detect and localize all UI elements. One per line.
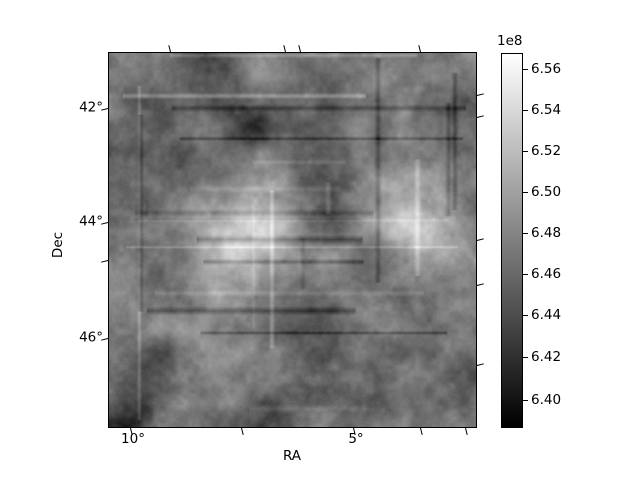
colorbar-ticklabel: 6.54 bbox=[531, 102, 562, 118]
colorbar-tick bbox=[523, 69, 528, 71]
colorbar-ticklabel: 6.52 bbox=[531, 143, 562, 159]
colorbar-ticklabel: 6.50 bbox=[531, 184, 562, 200]
y-tick-right bbox=[476, 283, 484, 287]
sky-heatmap-image bbox=[109, 53, 476, 427]
y-tick-right bbox=[476, 93, 484, 97]
colorbar-tick bbox=[523, 151, 528, 153]
colorbar-ticklabel: 6.40 bbox=[531, 392, 562, 408]
sky-image-axes[interactable] bbox=[108, 52, 477, 428]
colorbar-tick bbox=[523, 274, 528, 276]
colorbar-tick bbox=[523, 110, 528, 112]
colorbar[interactable] bbox=[501, 53, 523, 428]
colorbar-ticklabel: 6.42 bbox=[531, 349, 562, 365]
x-tick-top bbox=[298, 45, 302, 53]
y-tick-right bbox=[476, 238, 484, 242]
x-ticklabel-10deg: 10° bbox=[121, 431, 145, 447]
colorbar-tick bbox=[523, 400, 528, 402]
x-axis-title: RA bbox=[282, 448, 302, 464]
colorbar-tick bbox=[523, 357, 528, 359]
colorbar-tick bbox=[523, 233, 528, 235]
x-tick-top bbox=[168, 45, 172, 53]
colorbar-tick bbox=[523, 315, 528, 317]
x-ticklabel-5deg: 5° bbox=[348, 431, 364, 447]
y-ticklabel-42deg: 42° bbox=[79, 99, 103, 116]
y-tick-right bbox=[476, 363, 484, 367]
y-ticklabel-44deg: 44° bbox=[79, 213, 103, 230]
y-axis-title: Dec bbox=[50, 231, 66, 259]
y-tick-right bbox=[476, 115, 484, 119]
x-tick-bottom bbox=[420, 427, 423, 435]
colorbar-offset-text: 1e8 bbox=[497, 33, 523, 49]
x-tick-top bbox=[283, 45, 287, 53]
x-tick-bottom bbox=[241, 427, 244, 435]
y-ticklabel-46deg: 46° bbox=[79, 329, 103, 346]
colorbar-ticklabel: 6.56 bbox=[531, 61, 562, 77]
colorbar-tick bbox=[523, 192, 528, 194]
colorbar-ticklabel: 6.48 bbox=[531, 225, 562, 241]
x-tick-top bbox=[418, 45, 422, 53]
colorbar-ticklabel: 6.44 bbox=[531, 307, 562, 323]
x-tick-bottom bbox=[465, 427, 468, 435]
colorbar-ticklabel: 6.46 bbox=[531, 266, 562, 282]
